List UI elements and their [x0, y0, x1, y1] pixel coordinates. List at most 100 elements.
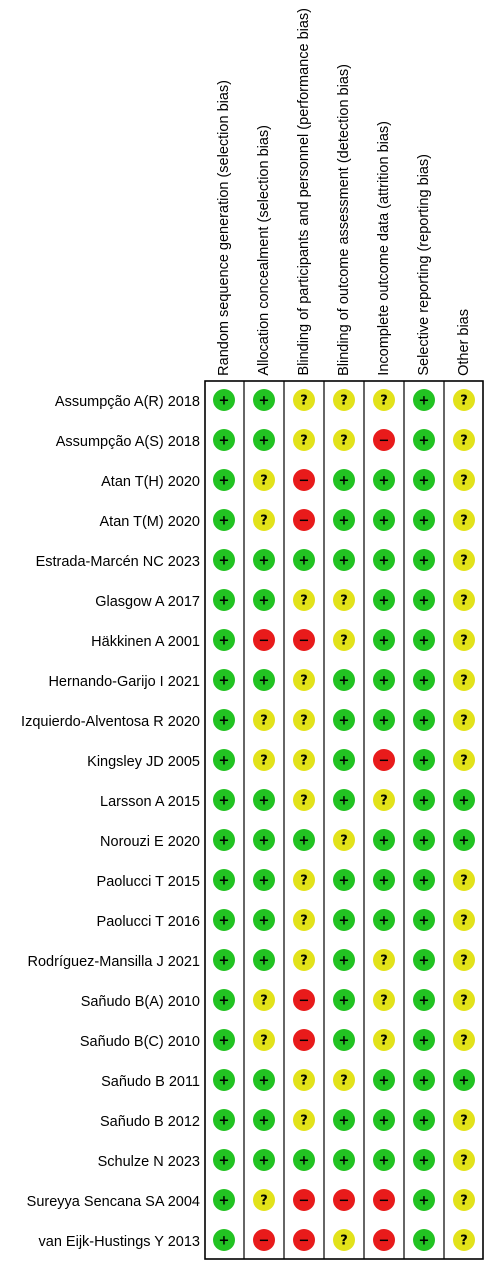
rating-low-icon: +	[413, 1189, 435, 1211]
rating-unclear-icon: ?	[293, 909, 315, 931]
rating-high-icon: −	[293, 509, 315, 531]
domain-headers: Random sequence generation (selection bi…	[0, 0, 484, 380]
rating-symbol: ?	[460, 434, 468, 449]
rating-unclear-icon: ?	[253, 469, 275, 491]
study-label: Norouzi E 2020	[100, 834, 200, 850]
rating-symbol: +	[379, 474, 390, 489]
rating-symbol: +	[419, 1034, 430, 1049]
rating-unclear-icon: ?	[293, 429, 315, 451]
rating-unclear-icon: ?	[373, 949, 395, 971]
rating-low-icon: +	[213, 389, 235, 411]
rating-symbol: +	[419, 874, 430, 889]
rating-low-icon: +	[373, 909, 395, 931]
rating-unclear-icon: ?	[253, 709, 275, 731]
rating-low-icon: +	[213, 1189, 235, 1211]
rating-symbol: +	[219, 1114, 230, 1129]
rating-low-icon: +	[413, 989, 435, 1011]
rating-low-icon: +	[333, 1029, 355, 1051]
rating-low-icon: +	[333, 469, 355, 491]
rating-symbol: +	[219, 1194, 230, 1209]
rating-low-icon: +	[213, 949, 235, 971]
domain-header: Selective reporting (reporting bias)	[404, 0, 444, 380]
rating-low-icon: +	[213, 1229, 235, 1251]
rating-low-icon: +	[373, 829, 395, 851]
rating-high-icon: −	[333, 1189, 355, 1211]
rating-symbol: ?	[300, 874, 308, 889]
rating-symbol: +	[219, 914, 230, 929]
rating-symbol: +	[219, 754, 230, 769]
rating-symbol: ?	[460, 1234, 468, 1249]
study-labels: Assumpção A(R) 2018 Assumpção A(S) 2018 At…	[0, 380, 200, 1284]
rating-symbol: +	[259, 874, 270, 889]
rating-symbol: −	[299, 1194, 310, 1209]
rating-low-icon: +	[253, 1069, 275, 1091]
rating-symbol: +	[419, 594, 430, 609]
rating-low-icon: +	[373, 589, 395, 611]
rating-symbol: +	[419, 1114, 430, 1129]
rating-symbol: +	[379, 514, 390, 529]
rating-symbol: +	[459, 794, 470, 809]
rating-low-icon: +	[213, 989, 235, 1011]
rating-unclear-icon: ?	[333, 389, 355, 411]
rating-symbol: +	[259, 794, 270, 809]
rating-symbol: +	[379, 554, 390, 569]
rating-unclear-icon: ?	[453, 669, 475, 691]
rating-symbol: ?	[260, 1194, 268, 1209]
rating-symbol: −	[339, 1194, 350, 1209]
rating-symbol: ?	[340, 1234, 348, 1249]
rating-symbol: +	[419, 394, 430, 409]
rating-low-icon: +	[413, 709, 435, 731]
rating-low-icon: +	[213, 1109, 235, 1131]
rating-low-icon: +	[213, 629, 235, 651]
rating-symbol: ?	[300, 434, 308, 449]
rating-symbol: +	[419, 514, 430, 529]
rating-unclear-icon: ?	[253, 1029, 275, 1051]
rating-symbol: ?	[460, 714, 468, 729]
rating-symbol: ?	[460, 514, 468, 529]
rating-symbol: +	[339, 794, 350, 809]
study-label: Sañudo B(A) 2010	[80, 994, 200, 1010]
rating-low-icon: +	[253, 589, 275, 611]
rating-low-icon: +	[213, 789, 235, 811]
study-label: Rodríguez-Mansilla J 2021	[27, 954, 200, 970]
domain-header: Random sequence generation (selection bi…	[204, 0, 244, 380]
rating-symbol: ?	[460, 594, 468, 609]
rating-symbol: ?	[340, 434, 348, 449]
domain-header-label: Random sequence generation (selection bi…	[216, 80, 232, 376]
rating-symbol: +	[219, 554, 230, 569]
rating-symbol: +	[339, 914, 350, 929]
domain-header: Other bias	[444, 0, 484, 380]
rating-symbol: +	[339, 714, 350, 729]
rating-symbol: ?	[460, 554, 468, 569]
study-label: Atan T(M) 2020	[99, 514, 200, 530]
rating-low-icon: +	[253, 949, 275, 971]
rating-symbol: ?	[380, 1034, 388, 1049]
rating-low-icon: +	[213, 1029, 235, 1051]
rating-unclear-icon: ?	[333, 429, 355, 451]
rating-symbol: ?	[300, 674, 308, 689]
rating-symbol: ?	[460, 754, 468, 769]
rating-symbol: +	[339, 754, 350, 769]
rating-low-icon: +	[413, 829, 435, 851]
rating-unclear-icon: ?	[453, 909, 475, 931]
rating-low-icon: +	[373, 509, 395, 531]
rating-low-icon: +	[373, 1109, 395, 1131]
rating-low-icon: +	[413, 629, 435, 651]
rating-symbol: ?	[300, 914, 308, 929]
rating-symbol: −	[379, 1194, 390, 1209]
rating-symbol: ?	[300, 594, 308, 609]
domain-header: Allocation concealment (selection bias)	[244, 0, 284, 380]
rating-symbol: +	[219, 834, 230, 849]
rating-low-icon: +	[373, 709, 395, 731]
rating-symbol: ?	[260, 514, 268, 529]
rating-low-icon: +	[213, 1149, 235, 1171]
rating-unclear-icon: ?	[333, 589, 355, 611]
domain-header-label: Blinding of outcome assessment (detectio…	[336, 64, 352, 376]
rating-unclear-icon: ?	[253, 509, 275, 531]
rating-low-icon: +	[373, 469, 395, 491]
rating-unclear-icon: ?	[373, 989, 395, 1011]
study-label: Atan T(H) 2020	[101, 474, 200, 490]
rating-symbol: +	[419, 994, 430, 1009]
rating-unclear-icon: ?	[373, 1029, 395, 1051]
rating-unclear-icon: ?	[453, 949, 475, 971]
